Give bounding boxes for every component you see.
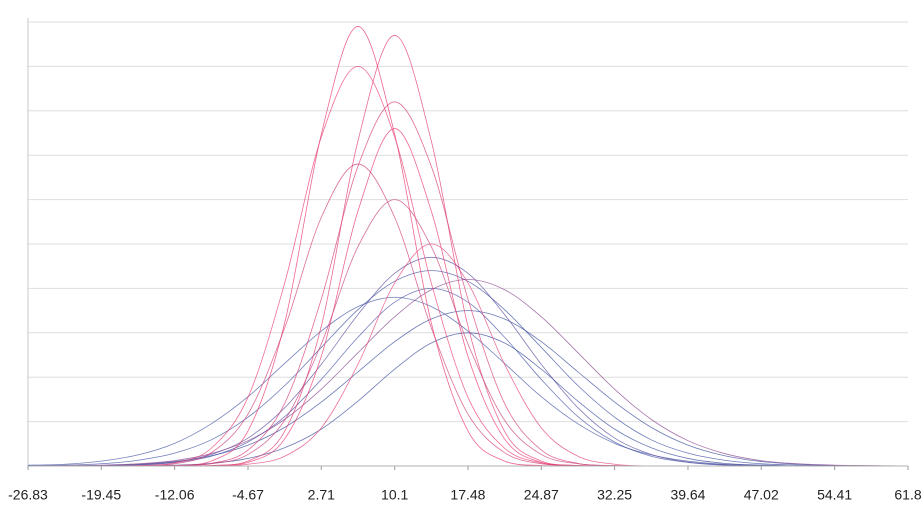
density-curve xyxy=(28,332,908,467)
x-tick-label: 39.64 xyxy=(670,487,705,503)
x-tick-label: -26.83 xyxy=(8,487,48,503)
x-tick-label: 54.41 xyxy=(817,487,852,503)
x-tick-label: -19.45 xyxy=(81,487,121,503)
density-curve xyxy=(28,163,908,467)
x-tick-label: 2.71 xyxy=(308,487,335,503)
density-curve xyxy=(27,279,909,467)
density-curve xyxy=(28,310,908,467)
density-curve xyxy=(27,296,908,467)
density-curve xyxy=(27,270,908,467)
x-tick-label: 61.8 xyxy=(894,487,921,503)
density-curve xyxy=(28,34,908,467)
x-tick-label: 17.48 xyxy=(450,487,485,503)
density-curve xyxy=(28,26,908,467)
x-tick-label: -4.67 xyxy=(232,487,264,503)
density-curve xyxy=(28,128,908,467)
x-tick-label: 32.25 xyxy=(597,487,632,503)
x-tick-label: -12.06 xyxy=(155,487,195,503)
density-curve xyxy=(28,65,908,467)
density-curve xyxy=(28,101,908,467)
density-curve xyxy=(28,243,908,467)
x-tick-label: 47.02 xyxy=(744,487,779,503)
x-tick-label: 10.1 xyxy=(381,487,408,503)
x-tick-label: 24.87 xyxy=(524,487,559,503)
